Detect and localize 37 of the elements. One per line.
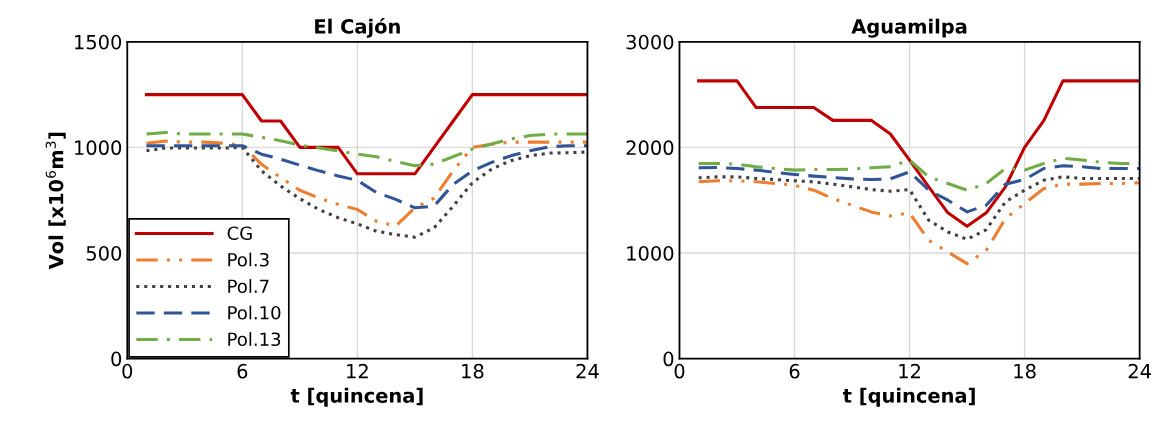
chart-title: El Cajón bbox=[315, 17, 400, 38]
y-tick-label: 0 bbox=[111, 351, 122, 367]
line-series bbox=[144, 144, 588, 210]
line-series bbox=[697, 156, 1140, 192]
x-axis-title: t [quincena] bbox=[290, 387, 423, 407]
x-tick-label: 18 bbox=[462, 363, 484, 379]
legend-label: CG bbox=[227, 226, 252, 241]
line-series bbox=[697, 79, 1140, 228]
x-tick-label: 0 bbox=[674, 363, 685, 379]
line-series bbox=[697, 175, 1140, 241]
y-tick-label: 500 bbox=[86, 245, 122, 261]
x-tick-label: 0 bbox=[122, 363, 133, 379]
y-tick-label: 2000 bbox=[626, 140, 674, 156]
legend-label: Pol.7 bbox=[228, 279, 269, 294]
y-tick-label: 0 bbox=[663, 351, 674, 367]
x-axis-title: t [quincena] bbox=[842, 387, 975, 407]
line-series bbox=[144, 130, 588, 168]
chart-title: Aguamilpa bbox=[851, 18, 967, 38]
y-tick-label: 3000 bbox=[626, 34, 674, 50]
x-tick-label: 18 bbox=[1014, 363, 1036, 379]
y-tick-label: 1000 bbox=[75, 140, 122, 156]
line-series bbox=[144, 139, 588, 228]
legend-label: Pol.3 bbox=[228, 252, 269, 267]
line-series bbox=[697, 164, 1140, 214]
x-tick-label: 6 bbox=[789, 363, 800, 379]
x-tick-label: 24 bbox=[1128, 363, 1151, 379]
y-tick-label: 1500 bbox=[75, 34, 122, 50]
legend-label: Pol.13 bbox=[228, 332, 281, 347]
x-tick-label: 24 bbox=[576, 363, 599, 379]
line-series bbox=[144, 93, 588, 176]
x-tick-label: 6 bbox=[237, 363, 248, 379]
x-tick-label: 12 bbox=[347, 363, 368, 379]
y-tick-label: 1000 bbox=[627, 245, 674, 261]
y-axis-title: Vol [x10$^{6}$m$^{3}$] bbox=[45, 132, 66, 270]
x-tick-label: 12 bbox=[899, 363, 920, 379]
line-series bbox=[697, 179, 1140, 266]
legend-label: Pol.10 bbox=[228, 305, 281, 320]
